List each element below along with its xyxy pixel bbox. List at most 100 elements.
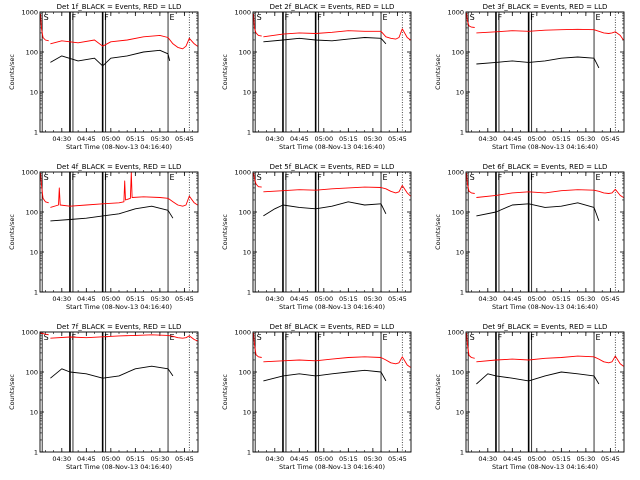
x-tick-label: 04:45 bbox=[77, 135, 96, 143]
plot-frame bbox=[252, 11, 412, 133]
events-series-line bbox=[263, 369, 387, 382]
y-tick-label: 100 bbox=[26, 49, 38, 57]
x-tick-label: 05:00 bbox=[314, 455, 333, 463]
plot-frame bbox=[252, 171, 412, 293]
marker-label: S bbox=[470, 13, 475, 22]
x-axis-title: Start Time (08-Nov-13 04:16:40) bbox=[66, 463, 172, 471]
marker-label: F bbox=[284, 13, 289, 22]
events-series-line bbox=[263, 201, 387, 217]
y-tick-label: 1 bbox=[460, 289, 464, 297]
x-tick-label: 04:30 bbox=[52, 295, 71, 303]
x-tick-label: 05:00 bbox=[527, 455, 546, 463]
y-tick-label: 1 bbox=[460, 129, 464, 137]
chart-title: Det 7f_BLACK = Events, RED = LLD bbox=[57, 323, 182, 331]
x-axis-title: Start Time (08-Nov-13 04:16:40) bbox=[492, 143, 598, 151]
detector-chart: Det 6f_BLACK = Events, RED = LLD 1 10 100 10… bbox=[434, 163, 625, 311]
marker-label: E bbox=[596, 333, 601, 342]
y-tick-label: 100 bbox=[26, 369, 38, 377]
x-tick-label: 04:45 bbox=[503, 455, 522, 463]
y-axis-title: Counts/sec bbox=[221, 374, 229, 410]
lld-series-line bbox=[466, 332, 475, 359]
y-tick-label: 10 bbox=[456, 249, 464, 257]
x-tick-label: 04:45 bbox=[503, 295, 522, 303]
x-tick-label: 04:30 bbox=[265, 455, 284, 463]
marker-label: F bbox=[317, 173, 322, 182]
marker-label: E bbox=[170, 333, 175, 342]
x-tick-label: 05:45 bbox=[388, 295, 407, 303]
detector-chart: Det 8f_BLACK = Events, RED = LLD 1 10 100 10… bbox=[221, 323, 412, 471]
y-tick-label: 1 bbox=[34, 449, 38, 457]
chart-panel: Det 9f_BLACK = Events, RED = LLD 1 10 100 10… bbox=[426, 320, 639, 480]
x-tick-label: 05:15 bbox=[552, 135, 571, 143]
events-series-line bbox=[476, 371, 600, 385]
lld-series-line bbox=[263, 356, 411, 368]
y-tick-label: 1000 bbox=[447, 169, 464, 177]
lld-series-line bbox=[50, 334, 198, 342]
x-tick-label: 05:15 bbox=[339, 295, 358, 303]
chart-panel: Det 5f_BLACK = Events, RED = LLD 1 10 100 10… bbox=[213, 160, 426, 320]
plot-frame bbox=[39, 11, 199, 133]
marker-label: F bbox=[104, 173, 109, 182]
x-tick-label: 05:30 bbox=[363, 135, 382, 143]
events-series-line bbox=[50, 49, 171, 67]
y-tick-label: 1000 bbox=[447, 329, 464, 337]
marker-label: E bbox=[596, 173, 601, 182]
chart-title: Det 2f_BLACK = Events, RED = LLD bbox=[270, 3, 395, 11]
x-tick-label: 05:45 bbox=[601, 455, 620, 463]
y-axis-title: Counts/sec bbox=[8, 54, 16, 90]
chart-title: Det 9f_BLACK = Events, RED = LLD bbox=[483, 323, 608, 331]
marker-label: E bbox=[383, 13, 388, 22]
detector-chart: Det 4f_BLACK = Events, RED = LLD 1 10 100 10… bbox=[8, 163, 199, 311]
x-tick-label: 05:15 bbox=[339, 455, 358, 463]
marker-label: E bbox=[170, 13, 175, 22]
x-tick-label: 04:45 bbox=[290, 455, 309, 463]
x-tick-label: 05:30 bbox=[576, 455, 595, 463]
y-axis-title: Counts/sec bbox=[8, 374, 16, 410]
x-tick-label: 04:30 bbox=[265, 295, 284, 303]
x-tick-label: 05:30 bbox=[363, 455, 382, 463]
events-series-line bbox=[476, 202, 600, 222]
x-tick-label: 05:15 bbox=[126, 295, 145, 303]
y-tick-label: 1 bbox=[34, 129, 38, 137]
x-axis-title: Start Time (08-Nov-13 04:16:40) bbox=[279, 463, 385, 471]
x-tick-label: 05:00 bbox=[101, 135, 120, 143]
lld-series-line bbox=[476, 188, 624, 198]
x-tick-label: 04:45 bbox=[77, 295, 96, 303]
marker-label: S bbox=[470, 173, 475, 182]
marker-label: F bbox=[284, 173, 289, 182]
y-axis-title: Counts/sec bbox=[434, 214, 442, 250]
marker-label: F bbox=[104, 13, 109, 22]
y-axis-title: Counts/sec bbox=[434, 374, 442, 410]
chart-title: Det 3f_BLACK = Events, RED = LLD bbox=[483, 3, 608, 11]
x-tick-label: 05:00 bbox=[101, 455, 120, 463]
y-tick-label: 10 bbox=[30, 409, 38, 417]
x-axis-title: Start Time (08-Nov-13 04:16:40) bbox=[492, 303, 598, 311]
detector-chart: Det 1f_BLACK = Events, RED = LLD 1 10 100 10… bbox=[8, 3, 199, 151]
chart-title: Det 5f_BLACK = Events, RED = LLD bbox=[270, 163, 395, 171]
y-tick-label: 10 bbox=[243, 89, 251, 97]
y-tick-label: 1 bbox=[247, 129, 251, 137]
lld-series-line bbox=[476, 355, 624, 367]
x-tick-label: 05:45 bbox=[175, 295, 194, 303]
chart-title: Det 6f_BLACK = Events, RED = LLD bbox=[483, 163, 608, 171]
x-tick-label: 05:15 bbox=[552, 455, 571, 463]
marker-label: F bbox=[71, 13, 76, 22]
y-axis-title: Counts/sec bbox=[8, 214, 16, 250]
y-tick-label: 1000 bbox=[234, 329, 251, 337]
marker-label: S bbox=[44, 333, 49, 342]
y-tick-label: 1 bbox=[34, 289, 38, 297]
plot-frame bbox=[465, 171, 625, 293]
x-tick-label: 05:15 bbox=[552, 295, 571, 303]
y-tick-label: 1000 bbox=[21, 169, 38, 177]
marker-label: F bbox=[497, 173, 502, 182]
marker-label: S bbox=[257, 173, 262, 182]
lld-series-line bbox=[40, 332, 49, 336]
x-tick-label: 04:30 bbox=[478, 135, 497, 143]
x-tick-label: 04:45 bbox=[503, 135, 522, 143]
chart-panel: Det 8f_BLACK = Events, RED = LLD 1 10 100 10… bbox=[213, 320, 426, 480]
y-tick-label: 100 bbox=[239, 49, 251, 57]
y-tick-label: 100 bbox=[26, 209, 38, 217]
x-tick-label: 04:45 bbox=[77, 455, 96, 463]
chart-title: Det 8f_BLACK = Events, RED = LLD bbox=[270, 323, 395, 331]
